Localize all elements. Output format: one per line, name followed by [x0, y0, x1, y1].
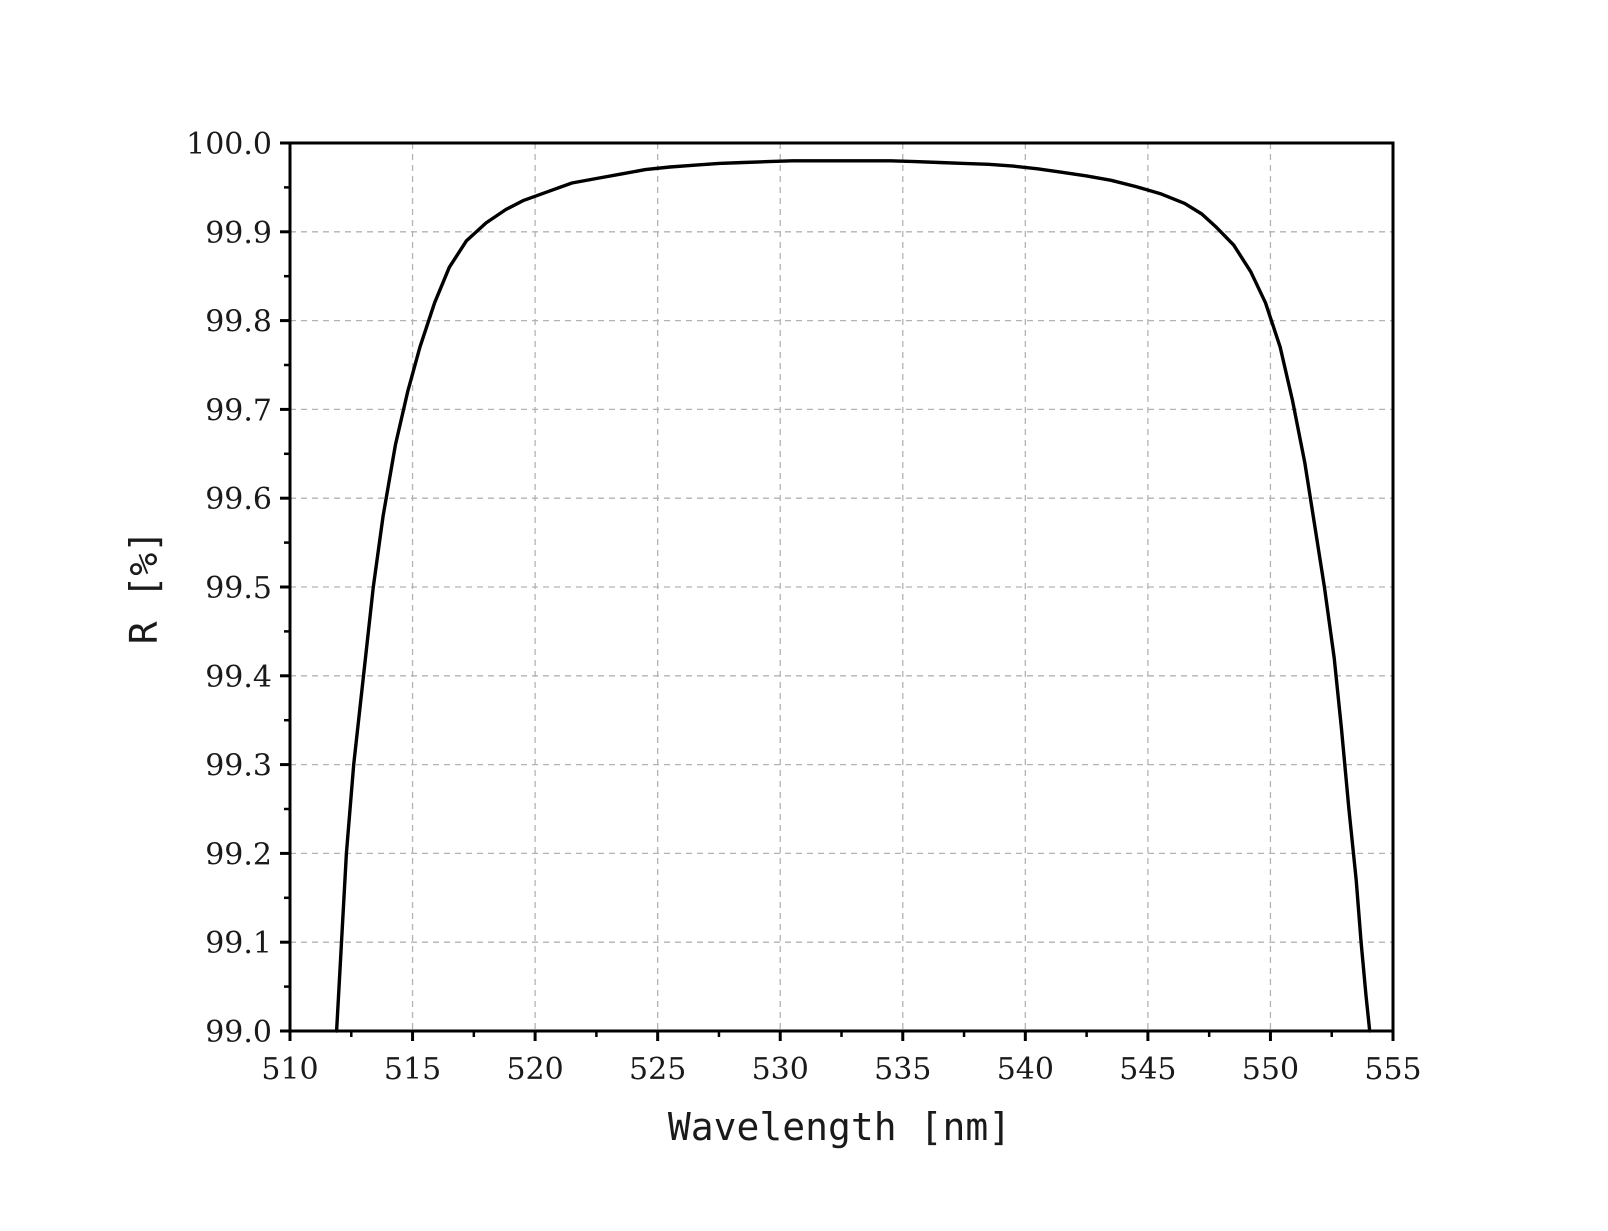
y-tick-label: 99.1 — [205, 926, 272, 961]
x-tick-labels: 510 515 520 525 530 535 540 545 550 555 — [261, 1052, 1421, 1087]
x-tick-label: 535 — [874, 1052, 931, 1087]
x-tick-label: 540 — [997, 1052, 1054, 1087]
x-tick-label: 550 — [1242, 1052, 1299, 1087]
x-tick-label: 555 — [1364, 1052, 1421, 1087]
x-axis-title: Wavelength [nm] — [668, 1105, 1011, 1149]
y-tick-label: 99.0 — [205, 1015, 272, 1050]
y-tick-label: 99.3 — [205, 749, 272, 784]
x-tick-label: 530 — [752, 1052, 809, 1087]
plot-frame — [288, 141, 1395, 1033]
x-tick-label: 525 — [629, 1052, 686, 1087]
y-tick-labels: 99.0 99.1 99.2 99.3 99.4 99.5 99.6 99.7 99.8 99.9… — [186, 127, 272, 1050]
y-tick-label: 99.4 — [205, 660, 272, 695]
reflectance-line — [334, 159, 1372, 1033]
y-tick-label: 99.9 — [205, 216, 272, 251]
x-tick-label: 510 — [261, 1052, 318, 1087]
y-axis-title: R [%] — [122, 530, 166, 644]
y-tick-label: 99.2 — [205, 837, 272, 872]
x-tick-label: 545 — [1119, 1052, 1176, 1087]
y-tick-label: 100.0 — [186, 127, 272, 162]
grid — [290, 143, 1393, 1031]
y-tick-label: 99.6 — [205, 482, 272, 517]
y-tick-label: 99.8 — [205, 305, 272, 340]
x-tick-label: 515 — [384, 1052, 441, 1087]
y-tick-label: 99.7 — [205, 393, 272, 428]
x-tick-label: 520 — [506, 1052, 563, 1087]
y-tick-label: 99.5 — [205, 571, 272, 606]
